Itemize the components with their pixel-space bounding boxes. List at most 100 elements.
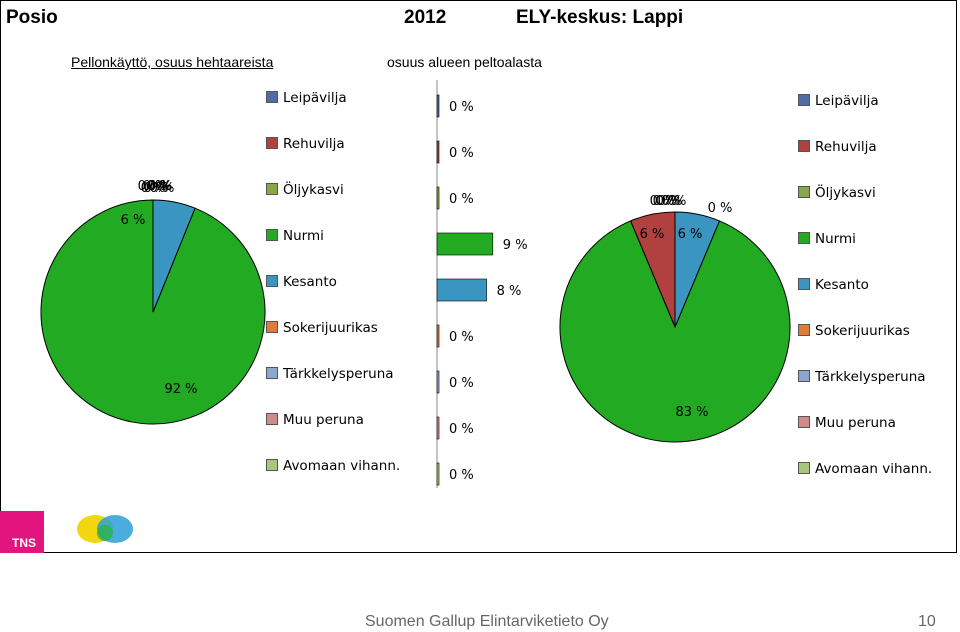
legend-middle-item: Avomaan vihann.	[266, 458, 400, 474]
legend-middle-item: Öljykasvi	[266, 182, 344, 198]
pie-data-label: 0 %	[650, 194, 675, 209]
legend-middle-label: Öljykasvi	[283, 182, 344, 198]
bar-kesanto	[436, 278, 487, 302]
bar-nurmi	[436, 232, 494, 256]
legend-middle-swatch	[266, 183, 278, 195]
legend-middle-label: Tärkkelysperuna	[283, 366, 394, 382]
legend-right-item: Avomaan vihann.	[798, 461, 932, 477]
legend-middle-item: Nurmi	[266, 228, 324, 244]
legend-right-swatch	[798, 278, 810, 290]
pie-data-label: 0 %	[150, 181, 175, 196]
bar-tärkkelysperuna	[436, 370, 440, 394]
legend-middle-label: Avomaan vihann.	[283, 458, 401, 474]
legend-right-item: Rehuvilja	[798, 139, 877, 155]
bar-data-label: 0 %	[449, 468, 474, 483]
bar-data-label: 8 %	[497, 284, 522, 299]
bar-data-label: 0 %	[449, 376, 474, 391]
pie-data-label: 0 %	[656, 194, 681, 209]
footer-company: Suomen Gallup Elintarviketieto Oy	[365, 613, 609, 630]
legend-middle-swatch	[266, 91, 278, 103]
legend-right-label: Öljykasvi	[815, 185, 876, 201]
legend-right-item: Kesanto	[798, 277, 869, 293]
pie-data-label: 0 %	[144, 181, 169, 196]
pie-data-label: 0 %	[147, 179, 172, 194]
legend-middle-item: Muu peruna	[266, 412, 364, 428]
legend-middle-swatch	[266, 275, 278, 287]
legend-middle-label: Leipävilja	[283, 90, 347, 106]
legend-right-swatch	[798, 416, 810, 428]
bar-data-label: 0 %	[449, 146, 474, 161]
legend-middle-label: Rehuvilja	[283, 136, 345, 152]
legend-right-item: Tärkkelysperuna	[798, 369, 926, 385]
charts-canvas: 0 %0 %0 %92 %6 %0 %0 %0 %0 % 0 %0 %0 %9 …	[40, 80, 791, 488]
pie-data-label: 0 %	[138, 179, 163, 194]
legend-middle-item: Tärkkelysperuna	[266, 366, 394, 382]
pie-left-title: Pellonkäyttö, osuus hehtaareista	[71, 54, 274, 70]
pie-data-label: 0 %	[653, 194, 678, 209]
tns-logo: TNS	[0, 511, 44, 553]
bar-chart-middle: 0 % 0 % 0 % 9 % 8 % 0 % 0 % 0 % 0 %	[436, 80, 528, 488]
legend-right-swatch	[798, 186, 810, 198]
legend-middle-swatch	[266, 321, 278, 333]
legend-middle-label: Nurmi	[283, 228, 324, 244]
legend-right-item: Muu peruna	[798, 415, 896, 431]
legend-right-swatch	[798, 232, 810, 244]
legend-right-label: Muu peruna	[815, 415, 896, 431]
pie-data-label: 0 %	[143, 179, 168, 194]
pie-data-label: 0 %	[141, 181, 166, 196]
pie-data-label: 0 %	[708, 201, 733, 216]
pie-data-label: 83 %	[675, 405, 708, 420]
legend-right-swatch	[798, 324, 810, 336]
legend-middle-item: Rehuvilja	[266, 136, 345, 152]
legend-middle-label: Muu peruna	[283, 412, 364, 428]
pie-data-label: 92 %	[164, 382, 197, 397]
pie-chart-right: 0 %6 %0 %83 %6 %0 %0 %0 %0 %	[559, 194, 791, 443]
bar-avomaan-vihann-	[436, 462, 440, 486]
bar-öljykasvi	[436, 186, 440, 210]
legend-right-label: Sokerijuurikas	[815, 323, 910, 339]
legend-middle-swatch	[266, 367, 278, 379]
legend-right-item: Öljykasvi	[798, 185, 876, 201]
bar-data-label: 9 %	[503, 238, 528, 253]
pie-data-label: 6 %	[678, 227, 703, 242]
year-title: 2012	[404, 7, 447, 28]
legend-middle-swatch	[266, 413, 278, 425]
pie-slice-nurmi	[559, 220, 791, 443]
legend-right-item: Sokerijuurikas	[798, 323, 910, 339]
bar-sokerijuurikas	[436, 324, 440, 348]
legend-right-label: Rehuvilja	[815, 139, 877, 155]
legend-right-label: Leipävilja	[815, 93, 879, 109]
legend-right-label: Kesanto	[815, 277, 869, 293]
legend-right-swatch	[798, 462, 810, 474]
legend-right-label: Avomaan vihann.	[815, 461, 933, 477]
pie-data-label: 0 %	[658, 194, 683, 209]
legend-middle-label: Sokerijuurikas	[283, 320, 378, 336]
legend-right-swatch	[798, 370, 810, 382]
bar-chart-title: osuus alueen peltoalasta	[387, 54, 542, 70]
legend-right-swatch	[798, 140, 810, 152]
pie-data-label: 6 %	[121, 213, 146, 228]
legend-right-label: Tärkkelysperuna	[815, 369, 926, 385]
bar-rehuvilja	[436, 140, 440, 164]
region-title: ELY-keskus: Lappi	[516, 7, 684, 28]
legend-middle-label: Kesanto	[283, 274, 337, 290]
location-title: Posio	[6, 7, 58, 28]
legend-right-item: Nurmi	[798, 231, 856, 247]
legend-middle-item: Sokerijuurikas	[266, 320, 378, 336]
bar-data-label: 0 %	[449, 422, 474, 437]
bar-leipävilja	[436, 94, 440, 118]
pie-data-label: 0 %	[148, 179, 173, 194]
legend-right-swatch	[798, 94, 810, 106]
legend-middle-swatch	[266, 459, 278, 471]
legend-middle-item: Kesanto	[266, 274, 337, 290]
tns-logo-text: TNS	[12, 536, 36, 550]
pie-chart-left: 0 %0 %0 %92 %6 %0 %0 %0 %0 %	[40, 179, 266, 425]
slide-frame	[0, 0, 957, 553]
bar-data-label: 0 %	[449, 100, 474, 115]
bar-muu-peruna	[436, 416, 440, 440]
legend-middle-swatch	[266, 137, 278, 149]
pie-data-label: 0 %	[662, 194, 687, 209]
pie-data-label: 6 %	[640, 227, 665, 242]
legend-right-label: Nurmi	[815, 231, 856, 247]
legend-middle-item: Leipävilja	[266, 90, 347, 106]
